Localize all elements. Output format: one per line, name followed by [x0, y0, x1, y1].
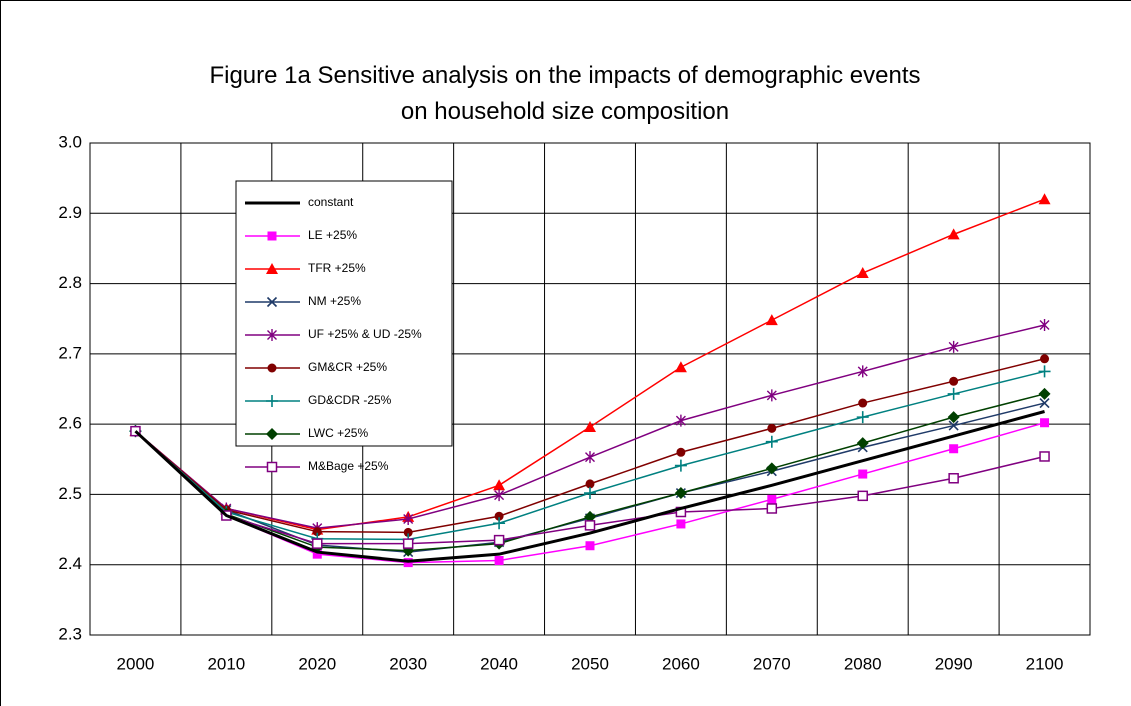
legend-label: LE +25%	[308, 228, 357, 242]
marker	[403, 513, 414, 526]
y-tick-label: 2.6	[58, 414, 82, 433]
legend: constant LE +25% TFR +25% NM +25% UF +25% & …	[235, 180, 453, 473]
marker	[856, 437, 869, 450]
y-tick-label: 2.9	[58, 203, 82, 222]
marker	[584, 510, 596, 523]
marker	[858, 398, 868, 408]
marker	[494, 555, 504, 565]
chart-title: Figure 1a Sensitive analysis on the impa…	[209, 62, 921, 125]
marker	[266, 461, 278, 473]
marker	[585, 541, 595, 551]
legend-label: constant	[308, 195, 354, 209]
marker	[312, 538, 323, 549]
marker	[1039, 319, 1050, 332]
marker	[585, 451, 595, 464]
marker	[675, 414, 686, 427]
marker	[584, 520, 596, 531]
marker	[856, 267, 869, 279]
marker	[767, 423, 777, 433]
marker	[1040, 418, 1050, 428]
marker	[494, 489, 505, 502]
y-tick-label: 2.5	[58, 484, 82, 503]
marker	[266, 296, 278, 308]
marker	[948, 473, 959, 484]
marker	[312, 527, 322, 537]
marker	[767, 494, 777, 504]
marker	[267, 231, 277, 241]
y-tick-label: 2.8	[58, 273, 82, 292]
marker	[856, 411, 869, 424]
marker	[949, 444, 959, 454]
marker	[949, 376, 959, 386]
x-tick-label: 2030	[389, 654, 427, 673]
marker	[267, 363, 277, 373]
marker	[584, 420, 596, 432]
marker	[676, 519, 686, 529]
y-tick-label: 2.4	[58, 554, 82, 573]
marker	[494, 511, 504, 521]
x-tick-label: 2090	[935, 654, 973, 673]
x-tick-label: 2100	[1026, 654, 1064, 673]
legend-label: M&Bage +25%	[308, 459, 389, 473]
x-tick-label: 2060	[662, 654, 700, 673]
legend-label: NM +25%	[308, 294, 361, 308]
legend-label: GD&CDR -25%	[308, 393, 392, 407]
marker	[584, 487, 596, 500]
marker	[858, 469, 868, 479]
marker	[266, 428, 278, 440]
x-tick-label: 2010	[207, 654, 245, 673]
legend-label: TFR +25%	[308, 261, 366, 275]
marker	[493, 479, 506, 491]
marker	[766, 503, 778, 514]
marker	[674, 361, 687, 373]
marker	[1039, 397, 1050, 409]
marker	[402, 538, 414, 549]
legend-label: UF +25% & UD -25%	[308, 327, 422, 341]
y-tick-label: 2.3	[58, 624, 82, 643]
marker	[267, 329, 277, 341]
y-tick-label: 2.7	[58, 343, 82, 362]
x-tick-label: 2080	[844, 654, 882, 673]
marker	[403, 527, 413, 537]
marker	[585, 479, 595, 489]
marker	[947, 387, 960, 400]
marker	[765, 314, 778, 326]
x-tick-label: 2000	[117, 654, 155, 673]
marker	[1038, 365, 1051, 378]
marker	[765, 435, 778, 448]
marker	[266, 263, 278, 274]
marker	[766, 389, 777, 402]
marker	[857, 365, 868, 378]
legend-label: GM&CR +25%	[308, 360, 387, 374]
marker	[266, 395, 278, 407]
marker	[947, 411, 960, 424]
marker	[1038, 387, 1051, 400]
x-tick-label: 2020	[298, 654, 336, 673]
marker	[312, 549, 322, 559]
x-tick-label: 2040	[480, 654, 518, 673]
series-line	[134, 410, 1045, 563]
marker	[674, 487, 687, 500]
marker	[1039, 451, 1050, 462]
marker	[1038, 193, 1051, 205]
marker	[493, 534, 505, 546]
marker	[493, 517, 506, 530]
marker	[765, 462, 778, 475]
marker	[674, 459, 687, 472]
legend-label: LWC +25%	[308, 426, 368, 440]
marker	[676, 447, 686, 457]
x-tick-label: 2050	[571, 654, 609, 673]
marker	[857, 490, 868, 502]
marker	[948, 340, 959, 353]
marker	[1040, 354, 1050, 364]
y-tick-label: 3.0	[58, 132, 82, 151]
marker	[948, 420, 959, 431]
x-tick-label: 2070	[753, 654, 791, 673]
marker	[947, 228, 960, 240]
